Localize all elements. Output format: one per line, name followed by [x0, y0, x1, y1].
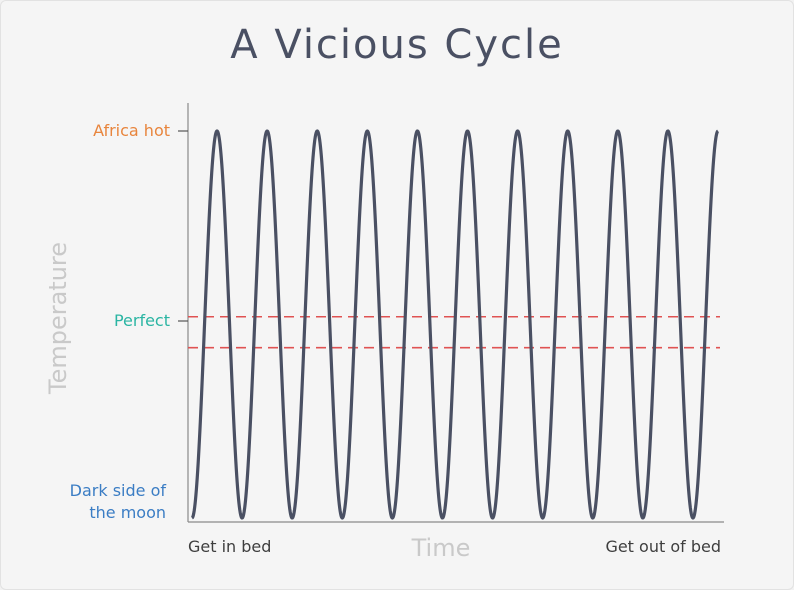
y-tick-label-perfect: Perfect	[113, 311, 170, 330]
x-tick-label-end: Get out of bed	[605, 537, 721, 556]
chart-title: A Vicious Cycle	[230, 22, 564, 68]
x-tick-label-start: Get in bed	[188, 537, 272, 556]
y-tick-label-hot: Africa hot	[93, 121, 170, 140]
y-tick-label-cold: Dark side of the moon	[69, 481, 166, 522]
temperature-series-line	[190, 129, 720, 520]
x-axis-title: Time	[411, 534, 471, 562]
